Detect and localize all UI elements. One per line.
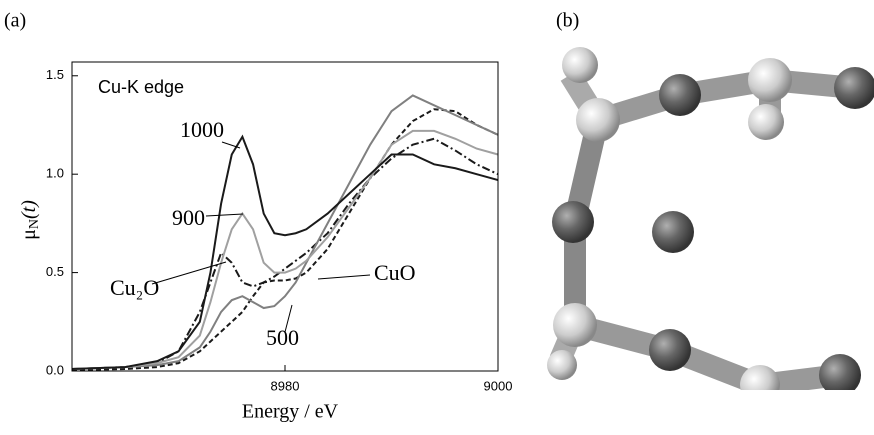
annotation: Cu-K edge (98, 77, 184, 97)
data-line (71, 134, 499, 371)
y-tick-label: 0.0 (46, 362, 64, 377)
series-label: 500 (266, 325, 299, 350)
y-tick-label: 1.5 (46, 67, 64, 82)
y-label-argument: (t) (18, 200, 40, 219)
y-label-subscript: N (27, 219, 42, 229)
series-label: 900 (172, 205, 205, 230)
y-axis-label: μN(t) (18, 200, 43, 240)
series-label: Cu₂O (110, 275, 159, 300)
y-tick-label: 0.5 (46, 264, 64, 279)
panel-label: (b) (556, 10, 579, 32)
structure-image (547, 47, 874, 430)
plot-frame (71, 61, 499, 372)
x-tick-label: 8980 (271, 378, 300, 393)
series-label: 1000 (180, 117, 224, 142)
panel-label: (a) (4, 10, 26, 32)
plot: 9000 8980 1.5 1.0 0.5 0.0 Cu-K edge Energy / … (18, 61, 513, 423)
x-tick-label: 9000 (484, 378, 513, 393)
arrows (151, 141, 371, 333)
series-label: CuO (374, 260, 416, 285)
x-axis-label: Energy / eV (242, 401, 339, 423)
y-tick-label: 1.0 (46, 166, 64, 181)
y-label-symbol: μ (18, 229, 40, 240)
data-line (71, 94, 499, 371)
data-line (71, 108, 499, 372)
data-line (71, 129, 499, 371)
